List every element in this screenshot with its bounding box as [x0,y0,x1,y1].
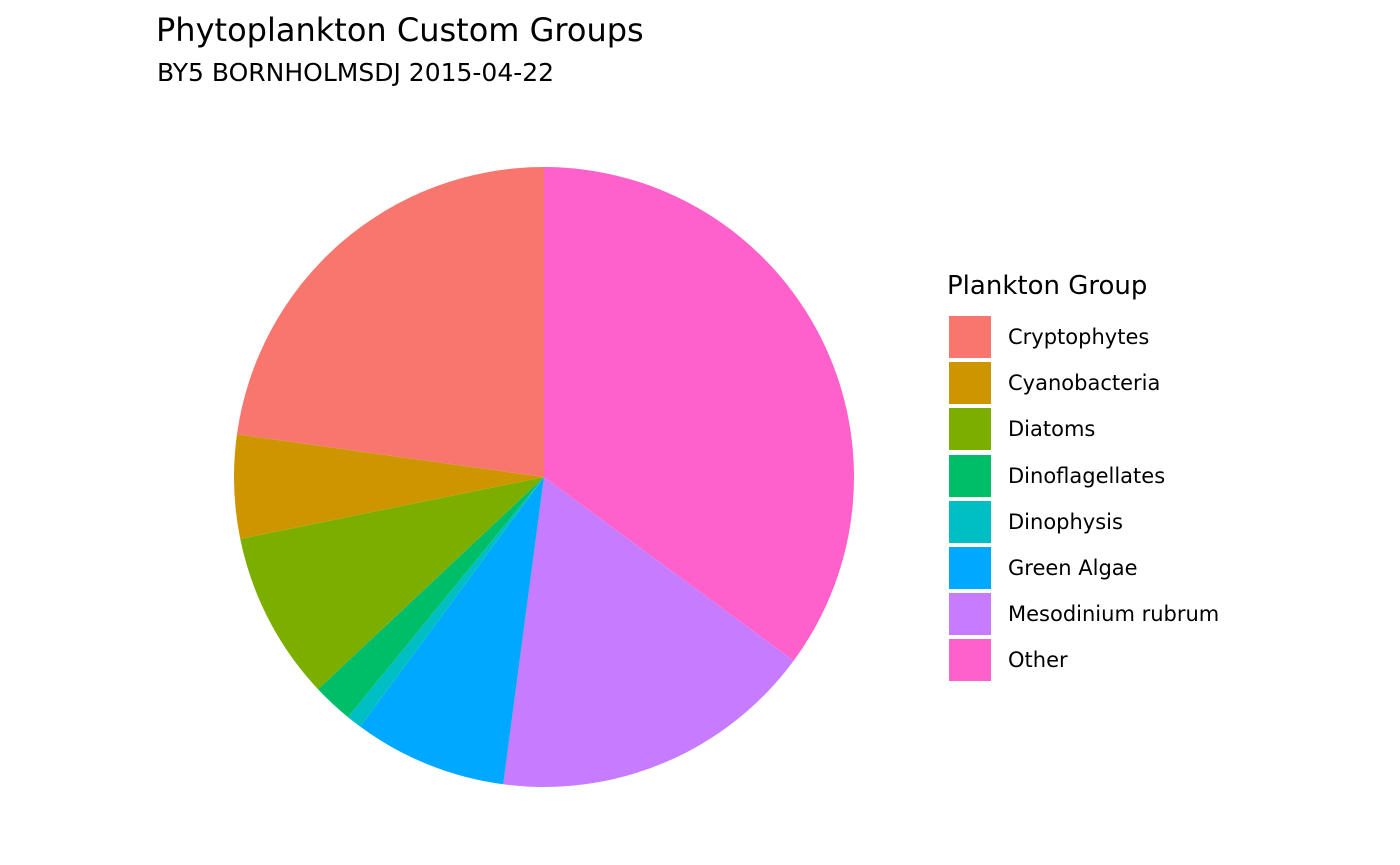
legend-item-dinophysis: Dinophysis [947,499,1219,545]
pie-slice-cryptophytes [236,167,544,477]
pie-slice-dinophysis [347,477,544,727]
legend-swatch-other [949,639,991,682]
pie-slice-green-algae [360,477,544,785]
legend-swatch-cyanobacteria [949,362,991,405]
legend-items: Cryptophytes Cyanobacteria Diatoms Dinoflag… [947,314,1219,684]
legend: Plankton Group Cryptophytes Cyanobacteria… [947,266,1219,684]
legend-swatch-cryptophytes [949,316,991,359]
legend-label-dinophysis: Dinophysis [1008,509,1123,534]
pie-slice-mesodinium-rubrum [503,477,794,788]
pie-slice-other [544,167,855,661]
chart-title: Phytoplankton Custom Groups [156,11,644,49]
legend-item-mesodinium-rubrum: Mesodinium rubrum [947,591,1219,637]
pie-slice-dinoflagellates [318,477,544,718]
pie-slice-diatoms [240,477,545,690]
pie-slice-cyanobacteria [234,434,544,539]
legend-swatch-dinoflagellates [949,454,991,497]
legend-item-cyanobacteria: Cyanobacteria [947,360,1219,406]
legend-label-diatoms: Diatoms [1008,417,1096,442]
legend-title: Plankton Group [947,271,1148,301]
legend-label-other: Other [1008,648,1068,673]
legend-label-green-algae: Green Algae [1008,556,1138,581]
legend-label-mesodinium-rubrum: Mesodinium rubrum [1008,602,1220,627]
legend-item-diatoms: Diatoms [947,406,1219,452]
legend-item-cryptophytes: Cryptophytes [947,314,1219,360]
legend-item-green-algae: Green Algae [947,545,1219,591]
legend-label-cryptophytes: Cryptophytes [1008,325,1150,350]
legend-swatch-dinophysis [949,500,991,543]
legend-item-dinoflagellates: Dinoflagellates [947,453,1219,499]
legend-label-cyanobacteria: Cyanobacteria [1008,371,1161,396]
legend-swatch-green-algae [949,547,991,590]
legend-label-dinoflagellates: Dinoflagellates [1008,463,1166,488]
legend-swatch-mesodinium-rubrum [949,593,991,636]
legend-item-other: Other [947,637,1219,683]
chart-subtitle: BY5 BORNHOLMSDJ 2015-04-22 [157,58,555,87]
legend-swatch-diatoms [949,408,991,451]
